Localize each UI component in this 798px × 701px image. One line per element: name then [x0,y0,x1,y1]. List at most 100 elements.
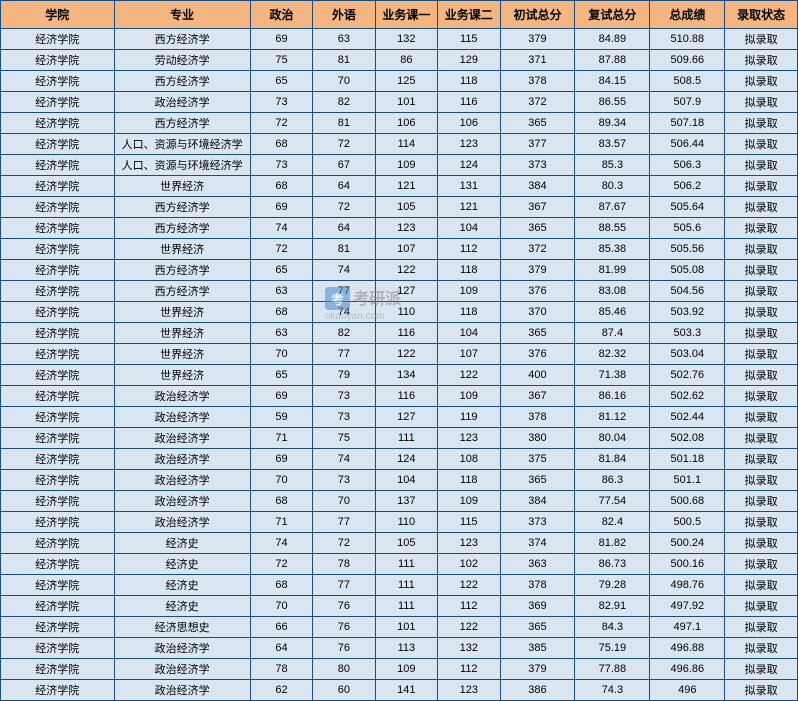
cell-initial-total: 376 [500,344,575,365]
cell-final-score: 500.5 [650,512,725,533]
table-body: 经济学院西方经济学696313211537984.89510.88拟录取经济学院… [1,29,798,701]
cell-course1: 125 [375,71,437,92]
cell-foreign: 82 [313,92,375,113]
table-row: 经济学院世界经济657913412240071.38502.76拟录取 [1,365,798,386]
cell-course2: 122 [438,365,500,386]
cell-politics: 68 [250,134,312,155]
col-course1: 业务课一 [375,1,437,29]
cell-initial-total: 373 [500,155,575,176]
cell-final-score: 500.24 [650,533,725,554]
cell-course1: 111 [375,575,437,596]
cell-course2: 104 [438,218,500,239]
cell-major: 政治经济学 [114,449,250,470]
cell-retest-total: 81.99 [575,260,650,281]
cell-foreign: 81 [313,113,375,134]
cell-major: 人口、资源与环境经济学 [114,134,250,155]
col-foreign: 外语 [313,1,375,29]
cell-major: 政治经济学 [114,512,250,533]
cell-final-score: 496.86 [650,659,725,680]
cell-final-score: 506.2 [650,176,725,197]
cell-initial-total: 374 [500,533,575,554]
cell-politics: 65 [250,365,312,386]
cell-final-score: 505.08 [650,260,725,281]
cell-final-score: 503.04 [650,344,725,365]
cell-politics: 72 [250,239,312,260]
cell-status: 拟录取 [725,113,798,134]
cell-foreign: 76 [313,617,375,638]
cell-final-score: 507.9 [650,92,725,113]
table-row: 经济学院政治经济学707310411836586.3501.1拟录取 [1,470,798,491]
cell-politics: 69 [250,386,312,407]
cell-final-score: 500.16 [650,554,725,575]
cell-status: 拟录取 [725,155,798,176]
cell-course1: 122 [375,260,437,281]
cell-foreign: 74 [313,449,375,470]
cell-major: 经济史 [114,554,250,575]
cell-foreign: 67 [313,155,375,176]
cell-major: 西方经济学 [114,218,250,239]
cell-initial-total: 378 [500,575,575,596]
cell-politics: 65 [250,71,312,92]
cell-foreign: 74 [313,302,375,323]
cell-initial-total: 372 [500,239,575,260]
cell-major: 经济史 [114,533,250,554]
cell-politics: 68 [250,575,312,596]
cell-course2: 129 [438,50,500,71]
table-row: 经济学院人口、资源与环境经济学687211412337783.57506.44拟… [1,134,798,155]
cell-course2: 109 [438,281,500,302]
cell-major: 经济思想史 [114,617,250,638]
cell-major: 人口、资源与环境经济学 [114,155,250,176]
cell-status: 拟录取 [725,407,798,428]
cell-status: 拟录取 [725,323,798,344]
cell-school: 经济学院 [1,449,115,470]
cell-retest-total: 85.46 [575,302,650,323]
cell-major: 经济史 [114,575,250,596]
cell-initial-total: 369 [500,596,575,617]
col-retest-total: 复试总分 [575,1,650,29]
table-row: 经济学院政治经济学697412410837581.84501.18拟录取 [1,449,798,470]
cell-politics: 68 [250,302,312,323]
cell-course1: 109 [375,659,437,680]
cell-major: 经济史 [114,596,250,617]
cell-school: 经济学院 [1,470,115,491]
cell-politics: 69 [250,449,312,470]
cell-politics: 75 [250,50,312,71]
cell-course2: 115 [438,512,500,533]
cell-major: 世界经济 [114,176,250,197]
cell-politics: 69 [250,29,312,50]
cell-major: 政治经济学 [114,470,250,491]
cell-politics: 71 [250,428,312,449]
cell-status: 拟录取 [725,176,798,197]
cell-foreign: 81 [313,239,375,260]
cell-course2: 115 [438,29,500,50]
cell-major: 西方经济学 [114,113,250,134]
cell-retest-total: 75.19 [575,638,650,659]
cell-course1: 109 [375,155,437,176]
cell-course2: 112 [438,659,500,680]
cell-retest-total: 71.38 [575,365,650,386]
cell-course1: 110 [375,512,437,533]
cell-final-score: 503.92 [650,302,725,323]
cell-retest-total: 89.34 [575,113,650,134]
cell-course2: 108 [438,449,500,470]
cell-foreign: 77 [313,344,375,365]
cell-school: 经济学院 [1,680,115,701]
cell-retest-total: 84.15 [575,71,650,92]
cell-politics: 64 [250,638,312,659]
cell-initial-total: 385 [500,638,575,659]
cell-final-score: 501.1 [650,470,725,491]
cell-politics: 68 [250,176,312,197]
cell-major: 劳动经济学 [114,50,250,71]
cell-school: 经济学院 [1,638,115,659]
cell-politics: 74 [250,218,312,239]
cell-retest-total: 81.84 [575,449,650,470]
cell-status: 拟录取 [725,29,798,50]
cell-final-score: 509.66 [650,50,725,71]
cell-major: 世界经济 [114,302,250,323]
cell-status: 拟录取 [725,596,798,617]
cell-status: 拟录取 [725,428,798,449]
cell-course2: 118 [438,71,500,92]
cell-course1: 106 [375,113,437,134]
cell-retest-total: 87.4 [575,323,650,344]
table-row: 经济学院西方经济学657412211837981.99505.08拟录取 [1,260,798,281]
